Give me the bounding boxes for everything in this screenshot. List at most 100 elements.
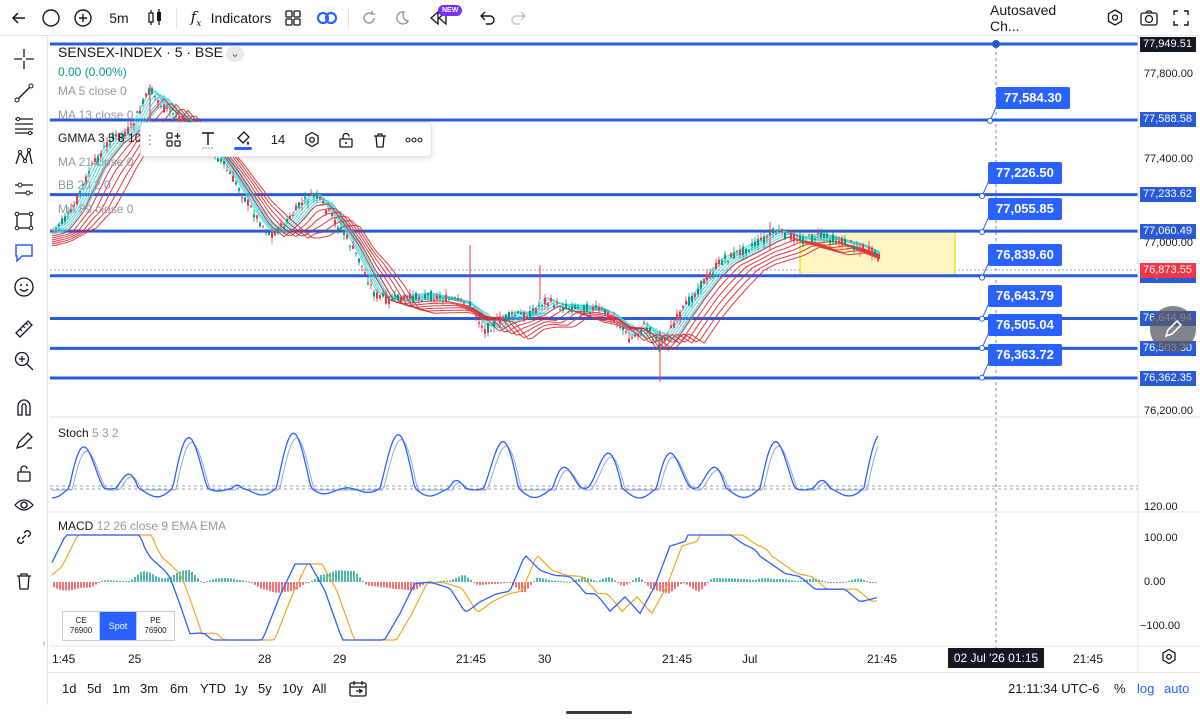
candle-body <box>355 252 357 254</box>
pane-separators[interactable] <box>50 36 1200 672</box>
range-zone[interactable] <box>799 230 956 276</box>
fib-retracement-icon[interactable] <box>10 111 38 139</box>
trash-icon[interactable] <box>10 567 38 595</box>
redo-icon[interactable] <box>508 0 530 36</box>
shapes-icon[interactable] <box>10 207 38 235</box>
price-callout-label[interactable]: 76,643.79 <box>988 285 1062 307</box>
interval-button[interactable]: 5m <box>109 10 129 26</box>
range-button-3m[interactable]: 3m <box>140 681 159 696</box>
range-button-10y[interactable]: 10y <box>282 681 303 696</box>
macd-histogram-bar <box>386 582 388 588</box>
replay-icon[interactable] <box>358 0 380 36</box>
horizontal-lines[interactable] <box>50 40 1138 381</box>
delete-trash-icon[interactable] <box>369 123 391 156</box>
annotation-callout-icon[interactable] <box>10 239 38 267</box>
drag-handle-icon[interactable]: ⋮ <box>143 131 157 147</box>
range-button-5d[interactable]: 5d <box>87 681 102 696</box>
magnet-icon[interactable] <box>10 393 38 421</box>
zoom-in-icon[interactable] <box>10 347 38 375</box>
lock-drawings-icon[interactable] <box>10 459 38 487</box>
collapse-sidebar-chevron-icon[interactable]: ‹ <box>42 637 46 649</box>
compare-icon[interactable] <box>316 0 338 36</box>
candle-body <box>349 245 351 247</box>
indicators-button[interactable]: Indicators <box>210 10 272 26</box>
range-button-6m[interactable]: 6m <box>170 681 189 696</box>
template-plus-icon[interactable] <box>163 123 185 156</box>
callout-anchor <box>979 374 985 381</box>
option-chip-pe[interactable]: PE 76900 <box>137 612 174 640</box>
more-options-icon[interactable] <box>403 123 425 156</box>
macd-histogram-bar <box>263 582 265 590</box>
symbol-title[interactable]: SENSEX-INDEX · 5 · BSE <box>58 44 223 60</box>
price-callout-label[interactable]: 77,584.30 <box>996 87 1070 109</box>
candle-body <box>865 250 867 252</box>
font-size-value[interactable]: 14 <box>270 132 286 147</box>
price-callout-label[interactable]: 77,055.85 <box>988 198 1062 220</box>
indicator-legend-item[interactable]: GMMA 3 5 8 10 <box>58 131 142 145</box>
macd-histogram-bar <box>686 582 688 585</box>
indicator-legend-item[interactable]: MA 13 close 0 <box>58 108 134 122</box>
settings-icon[interactable] <box>1102 0 1128 36</box>
time-axis-settings-icon[interactable] <box>1160 648 1180 668</box>
layout-name[interactable]: Autosaved Ch... <box>990 2 1057 34</box>
crosshair-icon[interactable] <box>10 45 38 73</box>
undo-icon[interactable] <box>476 0 498 36</box>
option-chip-spot[interactable]: Spot <box>100 612 137 640</box>
candle-body <box>112 133 114 140</box>
candle-body <box>676 314 678 320</box>
range-button-1m[interactable]: 1m <box>112 681 131 696</box>
fx-icon[interactable]: fx <box>190 7 202 29</box>
price-callout-label[interactable]: 76,363.72 <box>988 344 1062 366</box>
price-callout-label[interactable]: 77,226.50 <box>988 162 1062 184</box>
indicator-legend-item[interactable]: MA 5 close 0 <box>58 84 127 98</box>
price-callout-label[interactable]: 76,839.60 <box>988 244 1062 266</box>
add-symbol-icon[interactable] <box>70 0 96 36</box>
settings-icon[interactable] <box>301 123 323 156</box>
pattern-icon[interactable] <box>10 143 38 171</box>
range-button-5y[interactable]: 5y <box>258 681 272 696</box>
range-button-ytd[interactable]: YTD <box>200 681 226 696</box>
macd-histogram-bar <box>395 582 397 590</box>
forecast-icon[interactable] <box>10 175 38 203</box>
candle-body <box>589 311 591 314</box>
stoch-legend[interactable]: Stoch 5 3 2 <box>58 426 119 440</box>
macd-legend[interactable]: MACD 12 26 close 9 EMA EMA <box>58 519 226 533</box>
go-to-date-calendar-icon[interactable] <box>348 673 372 705</box>
indicator-legend-item[interactable]: MA 89 close 0 <box>58 202 134 216</box>
clock-timezone[interactable]: 21:11:34 UTC-6 <box>1008 681 1100 696</box>
draw-mode-pencil-icon[interactable] <box>10 427 38 455</box>
indicator-legend-item[interactable]: BB 20 2 0 <box>58 178 111 192</box>
option-chip-ce[interactable]: CE 76900 <box>63 612 100 640</box>
snapshot-camera-icon[interactable] <box>1136 0 1162 36</box>
range-button-all[interactable]: All <box>312 681 327 696</box>
indicator-legend-item[interactable]: MA 21 close 0 <box>58 155 134 169</box>
ruler-icon[interactable] <box>10 315 38 343</box>
theme-moon-icon[interactable] <box>390 0 412 36</box>
lock-icon[interactable] <box>335 123 357 156</box>
auto-scale-toggle[interactable]: auto <box>1164 681 1190 696</box>
fill-color-bucket-icon[interactable] <box>231 123 255 156</box>
eye-visibility-icon[interactable] <box>10 491 38 519</box>
macd-histogram-bar <box>407 582 409 591</box>
edit-pencil-fab-icon[interactable] <box>1150 306 1196 352</box>
candle-body <box>544 297 546 305</box>
search-icon[interactable] <box>38 0 64 36</box>
candle-body <box>766 236 768 238</box>
text-tool-icon[interactable] <box>197 123 219 156</box>
range-button-1y[interactable]: 1y <box>234 681 248 696</box>
log-scale-toggle[interactable]: log <box>1137 681 1155 696</box>
legend-collapse-chevron-icon[interactable]: ⌄ <box>226 46 244 62</box>
trend-line-icon[interactable] <box>10 79 38 107</box>
range-button-1d[interactable]: 1d <box>62 681 77 696</box>
templates-icon[interactable] <box>282 0 304 36</box>
fullscreen-icon[interactable] <box>1168 0 1194 36</box>
price-callout-label[interactable]: 76,505.04 <box>988 314 1062 336</box>
candles-type-icon[interactable] <box>142 0 168 36</box>
percent-scale-toggle[interactable]: % <box>1114 681 1126 696</box>
link-icon[interactable] <box>10 523 38 551</box>
emoji-icon[interactable] <box>10 273 38 301</box>
candle-body <box>340 227 342 230</box>
macd-histogram-bar <box>842 582 844 583</box>
back-arrow-icon[interactable] <box>6 0 32 36</box>
